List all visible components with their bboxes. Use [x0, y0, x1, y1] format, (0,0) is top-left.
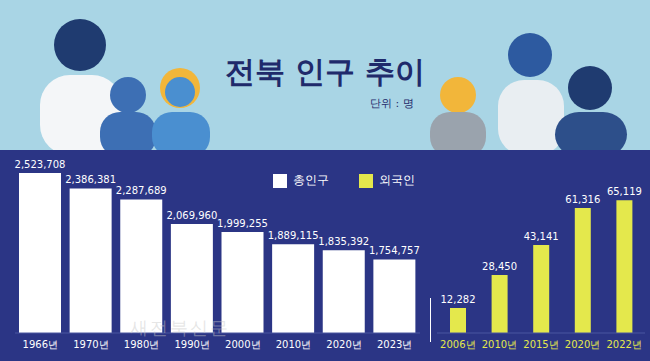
svg-text:1,835,392: 1,835,392: [318, 236, 369, 247]
html-text:새전북신문: 새전북신문: [130, 317, 230, 338]
svg-text:2000년: 2000년: [225, 339, 260, 350]
svg-text:1,999,255: 1,999,255: [217, 218, 268, 229]
svg-text:12,282: 12,282: [441, 294, 476, 305]
html-text:전북 인구 추이: 전북 인구 추이: [224, 54, 426, 89]
svg-text:43,141: 43,141: [524, 231, 559, 242]
svg-text:2,287,689: 2,287,689: [116, 185, 167, 196]
svg-text:2010년: 2010년: [482, 339, 517, 350]
svg-text:2,386,381: 2,386,381: [65, 174, 116, 185]
svg-text:28,450: 28,450: [482, 261, 517, 272]
html-text:단위 : 명: 단위 : 명: [370, 97, 414, 110]
html-text:외국인: 외국인: [379, 173, 415, 187]
svg-text:2023년: 2023년: [377, 339, 412, 350]
svg-text:2006년: 2006년: [440, 339, 475, 350]
svg-text:2010년: 2010년: [276, 339, 311, 350]
svg-text:1,754,757: 1,754,757: [369, 245, 420, 256]
svg-text:1980년: 1980년: [124, 339, 159, 350]
svg-text:2020년: 2020년: [326, 339, 361, 350]
svg-text:61,316: 61,316: [565, 194, 600, 205]
html-text:총인구: 총인구: [293, 173, 329, 187]
svg-text:2,523,708: 2,523,708: [15, 159, 66, 170]
svg-text:1970년: 1970년: [73, 339, 108, 350]
svg-text:2015년: 2015년: [523, 339, 558, 350]
svg-text:2022년: 2022년: [606, 339, 641, 350]
svg-text:2020년: 2020년: [565, 339, 600, 350]
svg-text:65,119: 65,119: [607, 186, 642, 197]
svg-text:1990년: 1990년: [174, 339, 209, 350]
svg-text:1966년: 1966년: [23, 339, 58, 350]
svg-text:1,889,115: 1,889,115: [268, 230, 319, 241]
svg-text:2,069,960: 2,069,960: [166, 210, 217, 221]
